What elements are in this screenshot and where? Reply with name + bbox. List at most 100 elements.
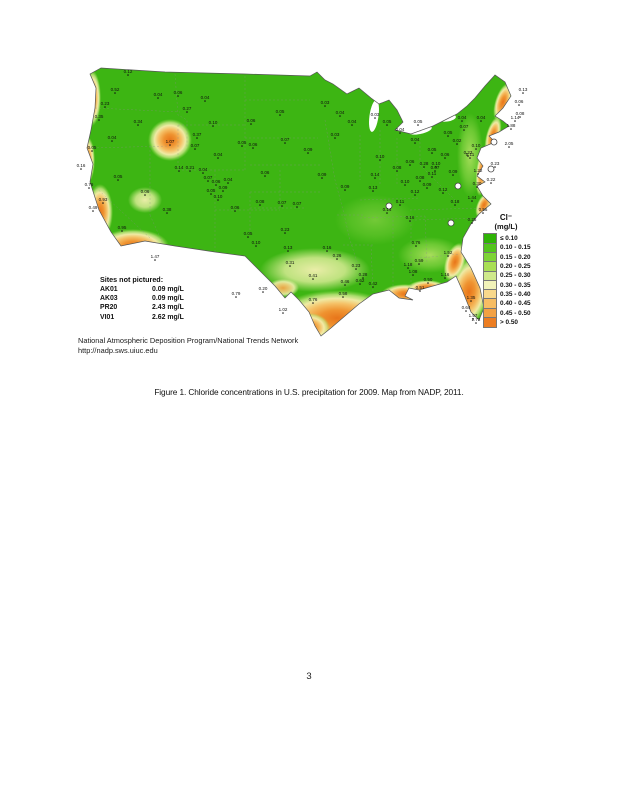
site-value-label: 0.06 — [249, 142, 258, 147]
site-value-label: 0.26 — [333, 253, 342, 258]
site-value-label: 0.16 — [406, 215, 415, 220]
site-dot — [255, 245, 257, 247]
site-row: VI01 2.62 mg/L — [100, 313, 184, 322]
site-value-label: 0.20 — [259, 286, 268, 291]
site-value: 0.09 mg/L — [152, 295, 184, 303]
site-dot — [418, 263, 420, 265]
legend-rows: ≤ 0.10 0.10 - 0.15 0.15 - 0.20 0.20 - 0.25 0… — [483, 233, 553, 328]
site-value-label: 0.50 — [424, 277, 433, 282]
site-dot — [476, 186, 478, 188]
site-dot — [461, 120, 463, 122]
site-dot — [154, 259, 156, 261]
site-dot — [196, 137, 198, 139]
site-value-label: 0.05 — [88, 145, 97, 150]
site-dot — [444, 157, 446, 159]
site-value-label: 0.28 — [359, 272, 368, 277]
site-row: PR20 2.43 mg/L — [100, 303, 184, 312]
attribution-program: National Atmospheric Deposition Program/… — [78, 336, 299, 345]
site-dot — [359, 283, 361, 285]
site-value-label: 0.04 — [199, 167, 208, 172]
site-value-label: 0.04 — [224, 177, 233, 182]
site-dot — [194, 148, 196, 150]
site-value-label: 0.09 — [219, 185, 228, 190]
site-value-label: 0.09 — [449, 169, 458, 174]
site-value-label: 0.06 — [406, 159, 415, 164]
site-dot — [417, 124, 419, 126]
figure-map: 0.12 0.04 0.06 0.04 0.27 0.34 0.10 0.37 0.07 0.04… — [77, 67, 553, 355]
site-value-label: 0.10 — [472, 143, 481, 148]
legend-units: (mg/L) — [494, 222, 518, 231]
site-value-label: 0.05 — [276, 109, 285, 114]
site-dot — [419, 180, 421, 182]
site-code: AK03 — [100, 295, 118, 303]
site-value-label: 0.06 — [212, 179, 221, 184]
site-dot — [415, 245, 417, 247]
site-value-label: 0.16 — [323, 245, 332, 250]
state-borders — [88, 73, 484, 293]
site-value-label: 0.37 — [193, 132, 202, 137]
site-dot — [351, 124, 353, 126]
legend-class-label: 0.45 - 0.50 — [500, 309, 531, 317]
site-value-label: 0.08 — [516, 111, 525, 116]
site-dot — [279, 114, 281, 116]
site-dot — [452, 174, 454, 176]
site-dot — [475, 322, 477, 324]
site-value-label: 0.07 — [204, 175, 213, 180]
site-value-label: 0.05 — [444, 130, 453, 135]
site-value-label: 0.16 — [77, 163, 86, 168]
site-value-label: 0.21 — [186, 165, 195, 170]
site-value-label: 0.06 — [174, 90, 183, 95]
site-dot — [510, 128, 512, 130]
site-value-label: 0.02 — [453, 138, 462, 143]
legend-class-label: 0.35 - 0.40 — [500, 290, 531, 298]
site-dot — [117, 179, 119, 181]
site-dot — [469, 157, 471, 159]
site-dot — [189, 170, 191, 172]
site-dot — [427, 282, 429, 284]
site-dot — [386, 212, 388, 214]
site-dot — [467, 155, 469, 157]
site-value-label: 0.09 — [318, 172, 327, 177]
site-value-label: 0.05 — [414, 119, 423, 124]
site-value-label: 0.12 — [124, 69, 133, 74]
site-value-label: 0.04 — [348, 119, 357, 124]
site-value-label: 0.04 — [201, 95, 210, 100]
site-value-label: 0.07 — [293, 201, 302, 206]
site-value-label: 1.14 — [511, 115, 520, 120]
circled-site-marker — [454, 182, 462, 190]
site-dot — [490, 182, 492, 184]
sites-not-pictured-title: Sites not pictured: — [100, 275, 164, 284]
site-dot — [414, 142, 416, 144]
site-value-label: 0.23 — [281, 227, 290, 232]
site-value-label: 0.23 — [491, 161, 500, 166]
site-dot — [344, 189, 346, 191]
site-dot — [423, 166, 425, 168]
site-value-label: 0.06 — [441, 152, 450, 157]
site-dot — [241, 145, 243, 147]
site-value-label: 0.05 — [238, 140, 247, 145]
site-value-label: 0.07 — [431, 165, 440, 170]
site-dot — [287, 250, 289, 252]
site-dot — [454, 204, 456, 206]
site-dot — [204, 100, 206, 102]
site-dot — [447, 255, 449, 257]
site-code: VI01 — [100, 313, 115, 321]
site-value: 2.43 mg/L — [152, 304, 184, 312]
site-dot — [227, 182, 229, 184]
site-value-label: 0.35 — [95, 114, 104, 119]
circled-site-marker — [487, 165, 495, 173]
circled-site-marker — [385, 202, 393, 210]
site-value-labels: 0.120.04 0.060.040.270.34 0.100.370.070.04… — [77, 69, 528, 324]
site-value-label: 0.04 — [108, 135, 117, 140]
site-value-label: 1.57 — [469, 313, 478, 318]
site-value-label: 0.30 — [473, 181, 482, 186]
site-dot — [137, 124, 139, 126]
site-value-label: 0.08 — [256, 199, 265, 204]
site-dot — [339, 115, 341, 117]
circled-site-markers — [385, 138, 498, 227]
site-dot — [494, 166, 496, 168]
site-value-label: 1.16 — [441, 272, 450, 277]
site-value-label: 0.12 — [439, 187, 448, 192]
site-value-label: 0.59 — [415, 258, 424, 263]
site-dot — [312, 278, 314, 280]
